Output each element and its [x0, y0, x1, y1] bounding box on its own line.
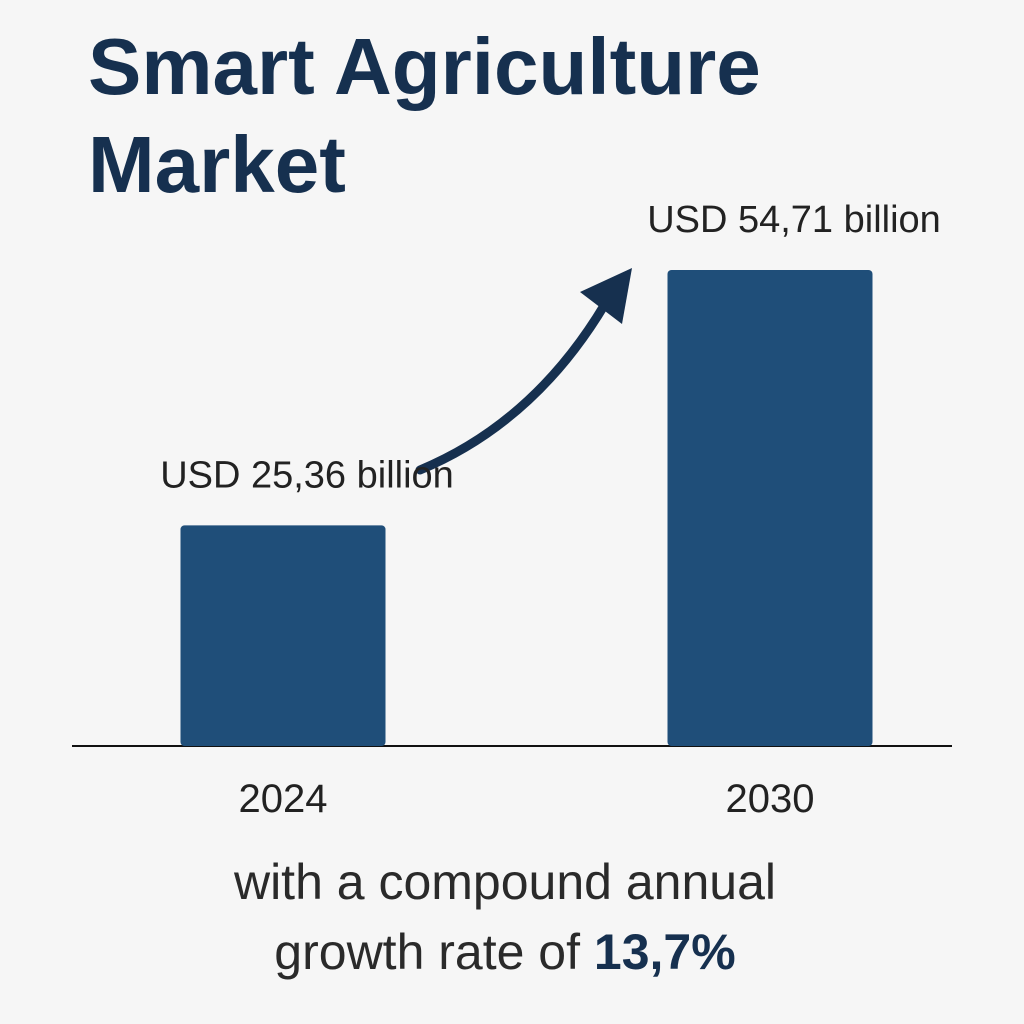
- footnote-line: growth rate of 13,7%: [0, 922, 1010, 982]
- cagr: 13,7%: [593, 924, 736, 980]
- arrow-head: [580, 268, 632, 324]
- footnote-line: with a compound annual: [233, 854, 777, 910]
- value-label: USD 25,36 billion: [160, 454, 454, 496]
- chart-title: Smart Agriculture Market: [88, 22, 761, 209]
- x-tick-label: 2024: [239, 777, 328, 821]
- bar: [180, 525, 386, 746]
- value-label: USD 54,71 billion: [647, 199, 941, 241]
- footnote-text: growth rate of: [274, 924, 581, 980]
- bar: [667, 270, 873, 746]
- x-tick-label: 2030: [726, 777, 815, 821]
- growth-arrow: [415, 287, 617, 475]
